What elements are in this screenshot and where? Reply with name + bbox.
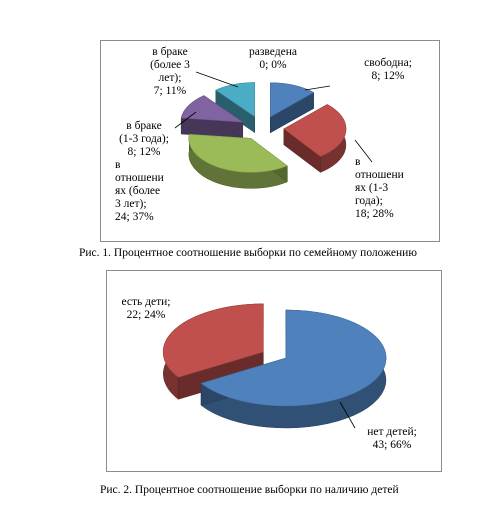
pie1-slice-2: [188, 133, 288, 173]
pie2-slice-1: [162, 303, 264, 378]
pie1-leader-1: [354, 139, 373, 163]
pie2-leader-0: [339, 401, 356, 429]
chart-frame-1: [100, 40, 440, 242]
pie1-slice-0: [269, 82, 315, 118]
label-no-children: нет детей; 43; 66%: [367, 426, 417, 451]
caption-figure-2: Рис. 2. Процентное соотношение выборки п…: [100, 484, 399, 496]
pie1-leader-3: [195, 71, 239, 88]
label-relationship-1-3: в отношени ях (1-3 года); 18; 28%: [355, 156, 404, 220]
pie1-slice-4: [215, 82, 256, 118]
pie1-slice-1: [283, 104, 347, 157]
pie2-slice-0: [200, 309, 387, 407]
label-married-1-3: в браке (1-3 года); 8; 12%: [119, 120, 169, 158]
label-relationship-3plus: в отношени ях (более 3 лет); 24; 37%: [115, 159, 164, 223]
label-has-children: есть дети; 22; 24%: [121, 296, 171, 321]
pie1-slice-3: [180, 95, 244, 123]
pie1-leader-0: [304, 85, 331, 91]
label-married-3plus: в браке (более 3 лет); 7; 11%: [150, 46, 190, 97]
caption-figure-1: Рис. 1. Процентное соотношение выборки п…: [79, 247, 417, 259]
label-free: свободна; 8; 12%: [364, 57, 412, 82]
pie1-leader-2: [174, 111, 197, 129]
label-divorced: разведена 0; 0%: [249, 46, 297, 71]
